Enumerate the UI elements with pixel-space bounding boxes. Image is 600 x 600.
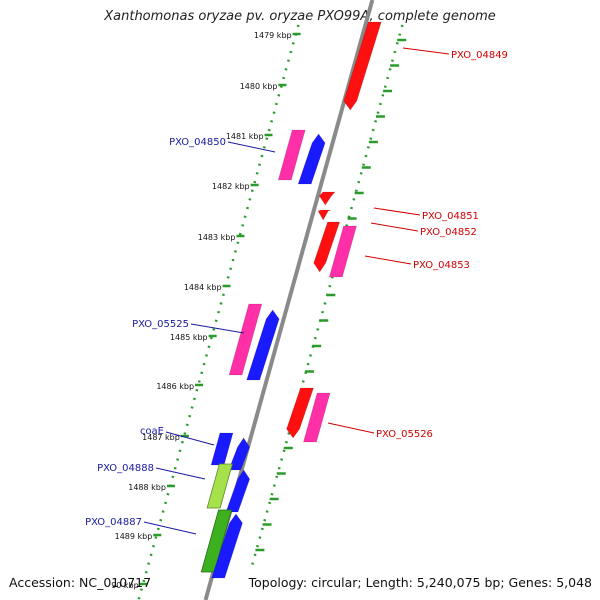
- kbp-tick-label: 1486 kbp: [156, 382, 194, 391]
- kbp-tick-label: 90 kbp: [111, 581, 139, 590]
- gene-label-pxo-04887: PXO_04887: [85, 517, 142, 528]
- gene-leader-line: [373, 207, 421, 216]
- gene-leader-line: [227, 141, 276, 153]
- gene-leader-line: [364, 255, 412, 265]
- gene-arrow-pxo-04888-b: [225, 469, 251, 513]
- gene-arrow-pxo-04849: [343, 21, 382, 111]
- gene-arrow-pxo-05525-b: [246, 309, 280, 381]
- gene-arrow-coae-b: [228, 437, 251, 471]
- gene-arrow-pxo-04851: [318, 191, 336, 206]
- kbp-tick-label: 1485 kbp: [170, 333, 208, 342]
- gene-leader-line: [143, 521, 197, 535]
- gene-label-pxo-05526: PXO_05526: [376, 429, 433, 440]
- gene-arrow-pxo-04853-b: [328, 225, 358, 278]
- gene-label-pxo-04852: PXO_04852: [420, 227, 477, 238]
- kbp-tick-label: 1483 kbp: [198, 233, 236, 242]
- gene-leader-line: [327, 422, 375, 434]
- gene-label-pxo-04853: PXO_04853: [413, 260, 470, 271]
- kbp-tick-label: 1487 kbp: [142, 433, 180, 442]
- gene-leader-line: [402, 47, 450, 55]
- gene-label-pxo-04851: PXO_04851: [422, 211, 479, 222]
- gene-label-pxo-04850: PXO_04850: [169, 137, 226, 148]
- accession-text: Accession: NC_010717: [9, 575, 152, 590]
- gene-leader-line: [190, 323, 245, 334]
- gene-arrow-pxo-04888-a: [206, 463, 233, 509]
- kbp-tick-label: 1481 kbp: [226, 132, 264, 141]
- gene-arrow-pxo-05525-a: [228, 303, 263, 376]
- gene-arrow-pxo-04853-a: [313, 221, 341, 273]
- gene-arrow-pxo-04852: [317, 209, 332, 221]
- right-ruler-dots: [249, 24, 404, 571]
- kbp-tick-label: 1488 kbp: [128, 483, 166, 492]
- gene-arrow-pxo-04850-a: [277, 129, 306, 181]
- gene-label-pxo-04849: PXO_04849: [451, 50, 508, 61]
- kbp-tick-label: 1479 kbp: [254, 31, 292, 40]
- kbp-tick-label: 1480 kbp: [240, 82, 278, 91]
- gene-arrow-pxo-04887-b: [211, 513, 243, 579]
- gene-arrow-coae-a: [210, 432, 234, 466]
- genome-title: Xanthomonas oryzae pv. oryzae PXO99A, co…: [104, 9, 496, 24]
- gene-leader-line: [370, 222, 419, 232]
- kbp-tick-label: 1484 kbp: [184, 283, 222, 292]
- gene-label-pxo-04888: PXO_04888: [97, 463, 154, 474]
- gene-leader-line: [155, 467, 206, 480]
- left-ruler-dots: [137, 24, 300, 600]
- kbp-tick-label: 1482 kbp: [212, 182, 250, 191]
- topology-text: Topology: circular; Length: 5,240,075 bp…: [248, 575, 592, 590]
- gene-arrow-pxo-05526-b: [302, 392, 331, 443]
- gene-label-pxo-05525: PXO_05525: [132, 319, 189, 330]
- gene-arrow-pxo-04850-b: [297, 133, 326, 185]
- gene-label-coae: coaE: [140, 426, 164, 437]
- gene-leader-line: [165, 431, 215, 446]
- kbp-tick-label: 1489 kbp: [115, 532, 153, 541]
- gene-arrow-pxo-05526-a: [286, 387, 315, 439]
